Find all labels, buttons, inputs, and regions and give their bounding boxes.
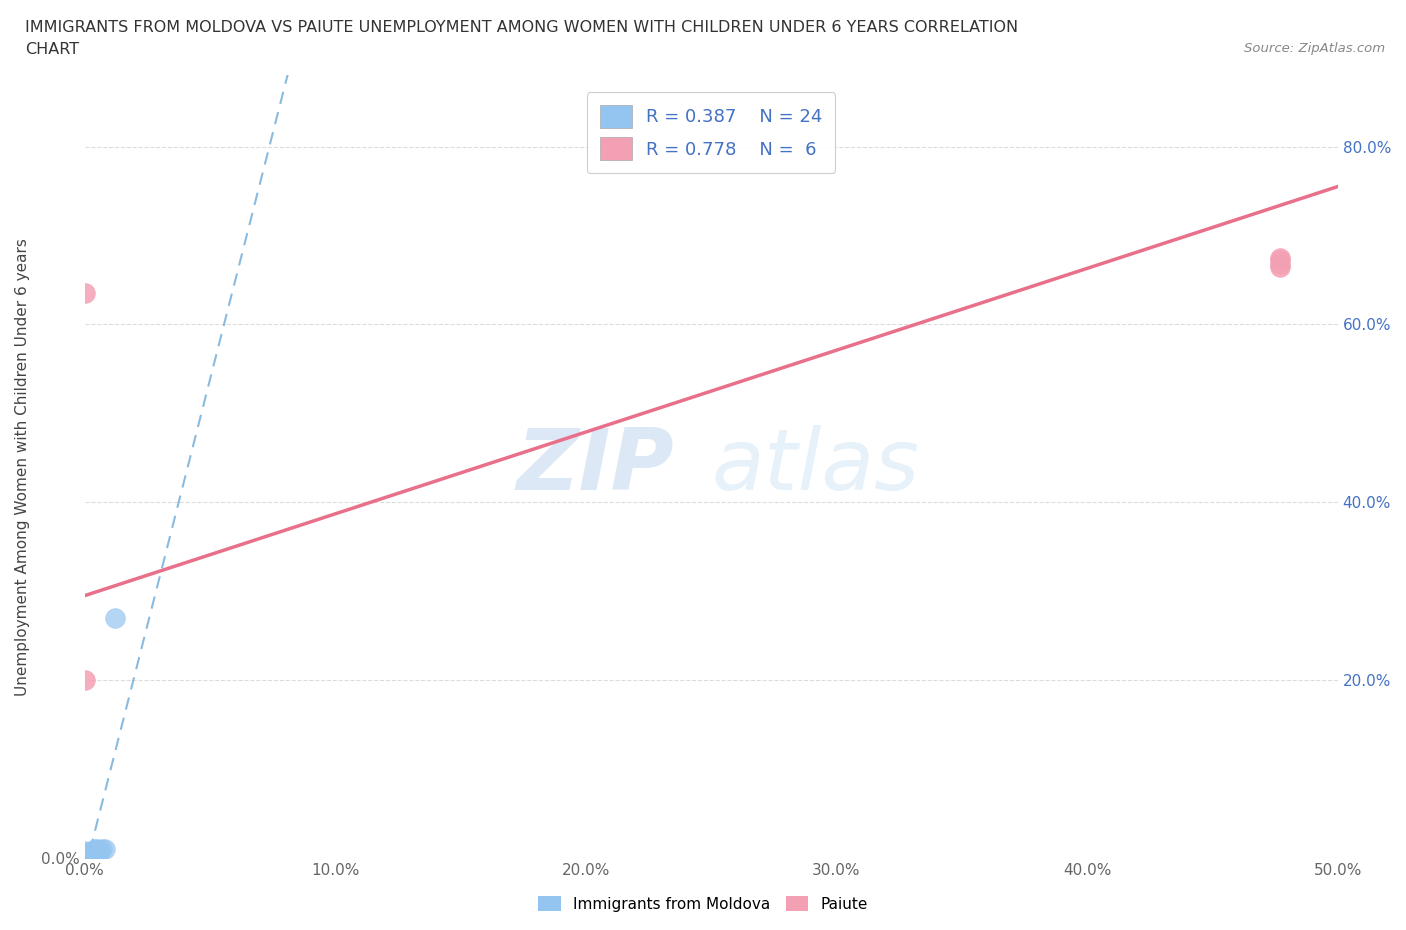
Text: IMMIGRANTS FROM MOLDOVA VS PAIUTE UNEMPLOYMENT AMONG WOMEN WITH CHILDREN UNDER 6: IMMIGRANTS FROM MOLDOVA VS PAIUTE UNEMPL… [25,20,1018,35]
Point [83,846,105,861]
Point [73,851,96,866]
Point [73,845,96,860]
Point [73,851,96,866]
Point [73,849,96,864]
Text: atlas: atlas [711,425,920,508]
Point [73,848,96,863]
Point [82,846,104,861]
Point [1268,250,1291,265]
Point [1268,259,1291,274]
Y-axis label: Unemployment Among Women with Children Under 6 years: Unemployment Among Women with Children U… [15,238,30,696]
Point [83,842,105,857]
Point [79,848,101,863]
Point [73,847,96,862]
Point [73,851,96,866]
Point [73,286,96,300]
Point [104,610,127,625]
Point [73,844,96,858]
Point [86,842,108,857]
Point [73,851,96,866]
Point [86,845,108,860]
Point [73,672,96,687]
Point [73,846,96,861]
Text: Source: ZipAtlas.com: Source: ZipAtlas.com [1244,42,1385,55]
Point [94,842,117,857]
Point [82,844,104,858]
Point [79,846,101,861]
Point [91,842,114,857]
Point [1268,253,1291,268]
Text: CHART: CHART [25,42,79,57]
Point [89,844,111,858]
Point [79,851,101,866]
Legend: R = 0.387    N = 24, R = 0.778    N =  6: R = 0.387 N = 24, R = 0.778 N = 6 [586,92,835,173]
Text: ZIP: ZIP [516,425,673,508]
Point [83,844,105,858]
Legend: Immigrants from Moldova, Paiute: Immigrants from Moldova, Paiute [531,889,875,918]
Point [1268,257,1291,272]
